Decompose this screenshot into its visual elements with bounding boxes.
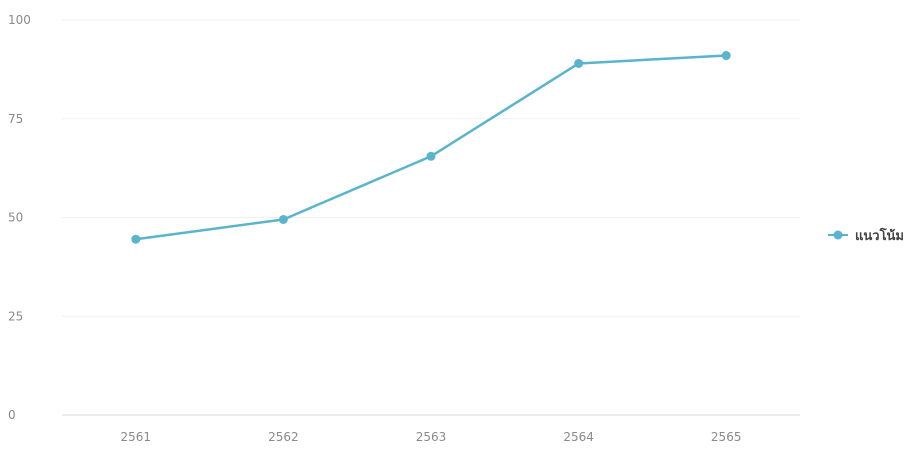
y-tick-label: 25: [8, 309, 23, 323]
data-point: [278, 214, 288, 224]
legend-marker: [833, 230, 843, 240]
grid-layer: [62, 19, 800, 416]
y-axis: 0 25 50 75 100: [8, 13, 31, 422]
data-point: [721, 51, 731, 61]
x-tick-label: 2565: [711, 430, 742, 444]
y-tick-label: 75: [8, 112, 23, 126]
y-tick-label: 100: [8, 13, 31, 27]
legend[interactable]: แนวโน้ม: [828, 227, 904, 244]
y-tick-label: 50: [8, 211, 23, 225]
x-tick-label: 2561: [121, 430, 152, 444]
legend-label: แนวโน้ม: [855, 227, 904, 244]
data-point: [574, 58, 584, 68]
y-tick-label: 0: [8, 408, 16, 422]
x-tick-label: 2564: [563, 430, 594, 444]
series-layer: [131, 51, 731, 244]
x-tick-label: 2563: [416, 430, 447, 444]
series-line: [134, 54, 728, 241]
x-tick-label: 2562: [268, 430, 299, 444]
data-point: [131, 234, 141, 244]
data-point: [426, 151, 436, 161]
x-axis: 2561 2562 2563 2564 2565: [121, 430, 742, 444]
